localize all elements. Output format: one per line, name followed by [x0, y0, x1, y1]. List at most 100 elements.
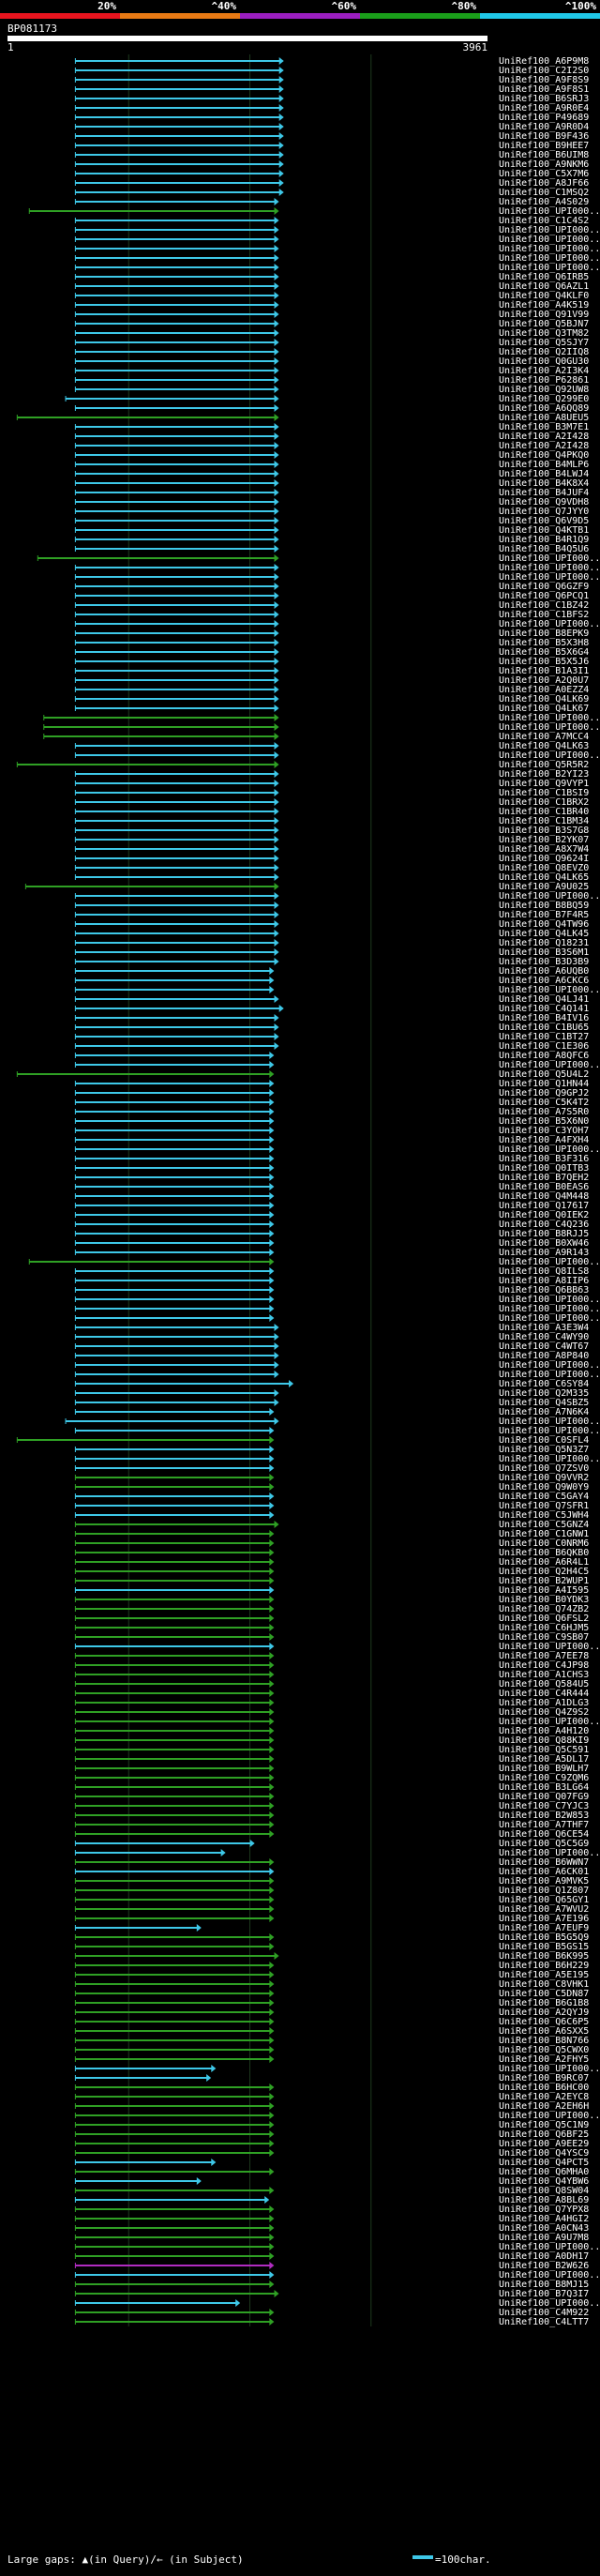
- alignment-row[interactable]: UniRef100_B4Q5U6: [74, 544, 589, 554]
- alignment-row[interactable]: UniRef100_C8VHK1: [74, 1979, 589, 1990]
- hit-label[interactable]: UniRef100_C1MSQ2: [499, 188, 589, 198]
- alignment-row[interactable]: UniRef100_Q4LK45: [74, 929, 589, 939]
- hit-label[interactable]: UniRef100_UPI000...: [499, 891, 600, 902]
- alignment-row[interactable]: UniRef100_A9U025: [24, 882, 589, 892]
- hit-label[interactable]: UniRef100_A6QQ89: [499, 403, 589, 414]
- hit-label[interactable]: UniRef100_Q74ZB2: [499, 1604, 589, 1614]
- alignment-row[interactable]: UniRef100_UPI000...: [74, 2111, 600, 2121]
- hit-label[interactable]: UniRef100_A0EZZ4: [499, 685, 589, 695]
- alignment-row[interactable]: UniRef100_Q6CE54: [74, 1829, 589, 1840]
- alignment-row[interactable]: UniRef100_UPI000...: [74, 225, 600, 235]
- alignment-row[interactable]: UniRef100_Q1Z807: [74, 1886, 589, 1896]
- alignment-row[interactable]: UniRef100_B3LG64: [74, 1782, 589, 1793]
- hit-label[interactable]: UniRef100_UPI000...: [499, 985, 600, 995]
- alignment-row[interactable]: UniRef100_B2YI23: [74, 769, 589, 780]
- hit-label[interactable]: UniRef100_Q6GZF9: [499, 582, 589, 592]
- alignment-row[interactable]: UniRef100_UPI000...: [74, 2270, 600, 2281]
- alignment-row[interactable]: UniRef100_Q92UW8: [74, 385, 589, 395]
- alignment-row[interactable]: UniRef100_A9R0D4: [74, 122, 589, 132]
- hit-label[interactable]: UniRef100_C4LTT7: [499, 2317, 589, 2327]
- alignment-row[interactable]: UniRef100_A7MCC4: [43, 732, 590, 742]
- alignment-row[interactable]: UniRef100_Q6C6P5: [74, 2017, 589, 2027]
- hit-label[interactable]: UniRef100_Q4PCT5: [499, 2158, 589, 2168]
- hit-label[interactable]: UniRef100_C5GAY4: [499, 1492, 589, 1502]
- hit-label[interactable]: UniRef100_B9F436: [499, 131, 589, 142]
- hit-label[interactable]: UniRef100_Q5CWX0: [499, 2045, 589, 2055]
- hit-label[interactable]: UniRef100_Q0IEK2: [499, 1210, 589, 1220]
- hit-label[interactable]: UniRef100_Q5R5R2: [499, 760, 589, 770]
- alignment-row[interactable]: UniRef100_A4I595: [74, 1585, 589, 1596]
- alignment-row[interactable]: UniRef100_Q299E0: [65, 394, 589, 404]
- hit-label[interactable]: UniRef100_B5G5Q9: [499, 1932, 589, 1943]
- hit-label[interactable]: UniRef100_Q7ZSV0: [499, 1463, 589, 1474]
- alignment-row[interactable]: UniRef100_UPI000...: [74, 985, 600, 995]
- alignment-row[interactable]: UniRef100_UPI000...: [74, 750, 600, 761]
- hit-label[interactable]: UniRef100_A7THF7: [499, 1820, 589, 1830]
- alignment-row[interactable]: UniRef100_A5E195: [74, 1970, 589, 1980]
- alignment-row[interactable]: UniRef100_B8N766: [74, 2036, 589, 2046]
- alignment-row[interactable]: UniRef100_Q6PCQ1: [74, 591, 589, 601]
- alignment-row[interactable]: UniRef100_A9R0E4: [74, 103, 589, 114]
- alignment-row[interactable]: UniRef100_B9WLH7: [74, 1764, 589, 1774]
- hit-label[interactable]: UniRef100_Q18231: [499, 938, 589, 948]
- hit-label[interactable]: UniRef100_Q6BF25: [499, 2129, 589, 2140]
- hit-label[interactable]: UniRef100_Q92UW8: [499, 385, 589, 395]
- hit-label[interactable]: UniRef100_C1E306: [499, 1041, 589, 1052]
- hit-label[interactable]: UniRef100_C1BRX2: [499, 797, 589, 808]
- hit-label[interactable]: UniRef100_A2EH6H: [499, 2101, 589, 2112]
- hit-label[interactable]: UniRef100_B5X3H8: [499, 638, 589, 648]
- hit-label[interactable]: UniRef100_Q6C6P5: [499, 2017, 589, 2027]
- alignment-row[interactable]: UniRef100_Q5BJN7: [74, 319, 589, 329]
- alignment-row[interactable]: UniRef100_B6UIM8: [74, 150, 589, 160]
- alignment-row[interactable]: UniRef100_A8BL69: [74, 2195, 589, 2205]
- hit-label[interactable]: UniRef100_A7EE78: [499, 1651, 589, 1661]
- alignment-row[interactable]: UniRef100_B6H229: [74, 1961, 589, 1971]
- hit-label[interactable]: UniRef100_Q9VYP1: [499, 779, 589, 789]
- hit-label[interactable]: UniRef100_A2I428: [499, 432, 589, 442]
- alignment-row[interactable]: UniRef100_A9R143: [74, 1248, 589, 1258]
- hit-label[interactable]: UniRef100_C9ZQM6: [499, 1773, 589, 1783]
- alignment-row[interactable]: UniRef100_C1BM34: [74, 816, 589, 826]
- alignment-row[interactable]: UniRef100_Q5CWX0: [74, 2045, 589, 2055]
- alignment-row[interactable]: UniRef100_A4S029: [74, 197, 589, 207]
- hit-label[interactable]: UniRef100_UPI000...: [499, 235, 600, 245]
- hit-label[interactable]: UniRef100_Q4YBW6: [499, 2176, 589, 2187]
- hit-label[interactable]: UniRef100_Q4YSC9: [499, 2148, 589, 2159]
- alignment-row[interactable]: UniRef100_C1BFS2: [74, 610, 589, 620]
- alignment-row[interactable]: UniRef100_B9RC07: [74, 2073, 589, 2084]
- alignment-row[interactable]: UniRef100_Q7ZSV0: [74, 1463, 589, 1474]
- hit-label[interactable]: UniRef100_B2YI23: [499, 769, 589, 780]
- hit-label[interactable]: UniRef100_Q4PKQ0: [499, 450, 589, 461]
- hit-label[interactable]: UniRef100_B9HEE7: [499, 141, 589, 151]
- alignment-row[interactable]: UniRef100_A7EE78: [74, 1651, 589, 1661]
- alignment-row[interactable]: UniRef100_A0CN43: [74, 2223, 589, 2234]
- alignment-row[interactable]: UniRef100_Q5SJY7: [74, 338, 589, 348]
- hit-label[interactable]: UniRef100_A4HGI2: [499, 2214, 589, 2224]
- hit-label[interactable]: UniRef100_C1BU65: [499, 1023, 589, 1033]
- alignment-row[interactable]: UniRef100_UPI000...: [74, 891, 600, 902]
- hit-label[interactable]: UniRef100_Q8ILS8: [499, 1266, 589, 1277]
- hit-label[interactable]: UniRef100_C5GNZ4: [499, 1520, 589, 1530]
- hit-label[interactable]: UniRef100_A9U7M8: [499, 2233, 589, 2243]
- alignment-row[interactable]: UniRef100_Q3TM82: [74, 328, 589, 339]
- hit-label[interactable]: UniRef100_Q6FSL2: [499, 1614, 589, 1624]
- alignment-row[interactable]: UniRef100_P49689: [74, 113, 589, 123]
- alignment-row[interactable]: UniRef100_Q4KLF0: [74, 291, 589, 301]
- hit-label[interactable]: UniRef100_A8JF66: [499, 178, 589, 189]
- hit-label[interactable]: UniRef100_UPI000...: [499, 206, 600, 217]
- hit-label[interactable]: UniRef100_B8N766: [499, 2036, 589, 2046]
- alignment-row[interactable]: UniRef100_Q4Z9S2: [74, 1707, 589, 1718]
- alignment-row[interactable]: UniRef100_UPI000...: [74, 1144, 600, 1155]
- alignment-row[interactable]: UniRef100_Q8ILS8: [74, 1266, 589, 1277]
- alignment-row[interactable]: UniRef100_A4H120: [74, 1726, 589, 1736]
- alignment-row[interactable]: UniRef100_A0EZZ4: [74, 685, 589, 695]
- alignment-row[interactable]: UniRef100_B4LWJ4: [74, 469, 589, 479]
- hit-label[interactable]: UniRef100_UPI000...: [499, 619, 600, 629]
- alignment-row[interactable]: UniRef100_UPI000...: [74, 235, 600, 245]
- hit-label[interactable]: UniRef100_UPI000...: [499, 1370, 600, 1380]
- alignment-row[interactable]: UniRef100_Q4TW96: [74, 919, 589, 930]
- alignment-row[interactable]: UniRef100_Q0ITB3: [74, 1163, 589, 1174]
- hit-label[interactable]: UniRef100_C7YJC3: [499, 1801, 589, 1811]
- hit-label[interactable]: UniRef100_B4IV16: [499, 1013, 589, 1023]
- hit-label[interactable]: UniRef100_A8QFC6: [499, 1051, 589, 1061]
